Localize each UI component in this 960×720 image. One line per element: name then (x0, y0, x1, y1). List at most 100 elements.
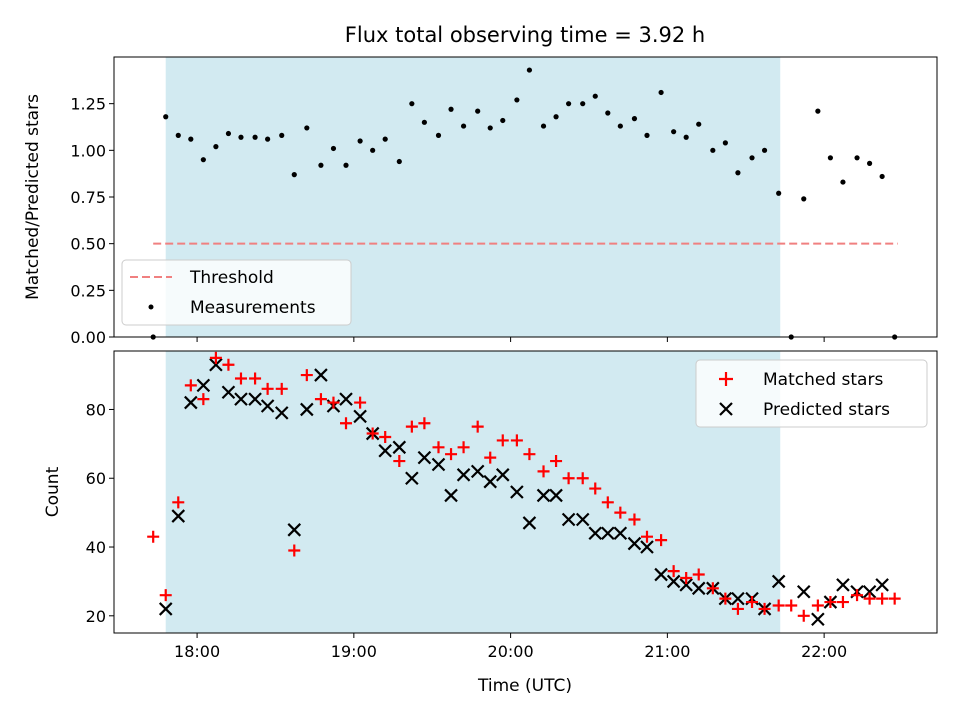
predicted-stars-point (260, 399, 275, 413)
matched-stars-point (418, 417, 431, 430)
measurement-point (566, 101, 572, 107)
measurement-point (592, 93, 598, 99)
measurement-point (200, 157, 206, 163)
top-y-tick-label: 1.25 (70, 95, 106, 114)
predicted-stars-point (796, 584, 811, 599)
measurement-point (435, 132, 442, 138)
matched-stars-point (234, 372, 247, 385)
measurement-point (815, 108, 821, 114)
matched-stars-point (824, 596, 837, 609)
matched-stars-point (550, 455, 563, 468)
predicted-stars-point (495, 468, 510, 482)
predicted-stars-point (731, 591, 745, 606)
top-y-tick-label: 0.25 (70, 281, 106, 300)
matched-stars-point (432, 441, 445, 454)
top-y-tick-label: 0.50 (70, 235, 106, 254)
matched-stars-point (314, 393, 327, 406)
matched-stars-point (288, 544, 301, 557)
predicted-stars-point (209, 357, 223, 372)
matched-stars-point (562, 472, 575, 485)
legend-predicted-label: Predicted stars (763, 400, 890, 420)
measurement-point (879, 173, 885, 180)
bottom-legend-box (695, 359, 928, 428)
measurement-point (396, 158, 402, 165)
matched-stars-point (719, 592, 732, 605)
predicted-stars-point (575, 512, 590, 527)
x-tick-label: 19:00 (331, 642, 377, 661)
predicted-stars-point (522, 516, 537, 530)
measurement-point (265, 136, 271, 142)
matched-stars-point (249, 372, 262, 385)
measurement-point (722, 140, 728, 146)
top-y-axis: 0.00 0.25 0.50 0.75 1.00 1.25 (70, 95, 114, 347)
measurement-point (605, 110, 611, 116)
predicted-stars-point (184, 395, 198, 410)
top-legend: Threshold Measurements (121, 259, 352, 326)
measurement-point (735, 170, 741, 176)
predicted-stars-point (536, 488, 551, 503)
predicted-stars-point (378, 443, 392, 458)
measurement-point (710, 147, 716, 153)
bottom-legend: Matched stars Predicted stars (695, 359, 928, 428)
matched-stars-point (222, 358, 235, 371)
legend-predicted-swatch (719, 402, 733, 416)
top-y-tick-label: 0.00 (70, 328, 106, 347)
measurement-point (683, 134, 689, 140)
matched-stars-point (601, 496, 614, 509)
matched-stars-point (758, 602, 771, 615)
top-legend-box (121, 259, 352, 326)
measurement-point (658, 89, 664, 96)
predicted-stars-point (601, 526, 615, 541)
top-panel: 0.00 0.25 0.50 0.75 1.00 1.25 Matched/Predict… (23, 56, 938, 347)
measurement-point (749, 155, 755, 161)
measurement-point (357, 138, 363, 144)
predicted-stars-point (314, 368, 328, 382)
measurement-point (514, 97, 520, 103)
measurement-point (580, 101, 586, 107)
matched-stars-point (640, 530, 653, 543)
measurement-point (279, 132, 285, 138)
predicted-stars-point (613, 526, 628, 541)
bottom-y-axis-label: Count (43, 466, 63, 517)
legend-matched-label: Matched stars (763, 370, 883, 390)
measurement-point (801, 196, 807, 202)
predicted-stars-point (836, 578, 850, 592)
measurement-point (382, 136, 388, 142)
matched-stars-point (655, 534, 668, 547)
matched-stars-point (197, 393, 210, 406)
top-y-axis-label: Matched/Predicted stars (23, 94, 43, 300)
x-tick-label: 21:00 (644, 642, 690, 661)
measurement-point (343, 162, 349, 168)
measurement-point (163, 114, 169, 120)
measurement-point (291, 172, 297, 178)
measurements-series (150, 67, 898, 340)
matched-stars-point (811, 599, 824, 612)
top-x-axis-ticks (196, 337, 825, 342)
matched-stars-point (576, 472, 589, 485)
predicted-stars-point (640, 540, 654, 554)
matched-stars-point (537, 465, 550, 478)
predicted-stars-point (875, 578, 889, 592)
x-axis: 18:00 19:00 20:00 21:00 22:00 (174, 633, 847, 661)
x-tick-label: 20:00 (488, 642, 534, 661)
measurement-point (854, 155, 860, 161)
matched-stars-point (589, 482, 602, 495)
matched-stars-point (851, 589, 864, 602)
predicted-stars-point (300, 402, 314, 417)
predicted-stars-point (431, 457, 446, 472)
predicted-stars-point (771, 574, 786, 589)
measurement-point (238, 134, 244, 140)
matched-stars-series (147, 351, 901, 622)
bottom-plot-frame (113, 350, 938, 634)
legend-measurements-swatch (148, 304, 154, 310)
matched-stars-point (510, 434, 523, 447)
x-tick-label: 22:00 (801, 642, 847, 661)
top-y-tick-label: 1.00 (70, 141, 106, 160)
measurement-point (460, 123, 467, 129)
matched-stars-point (159, 589, 172, 602)
bottom-y-tick-label: 80 (86, 400, 106, 419)
measurement-point (696, 121, 702, 127)
predicted-stars-point (588, 526, 603, 541)
predicted-stars-point (654, 567, 668, 582)
